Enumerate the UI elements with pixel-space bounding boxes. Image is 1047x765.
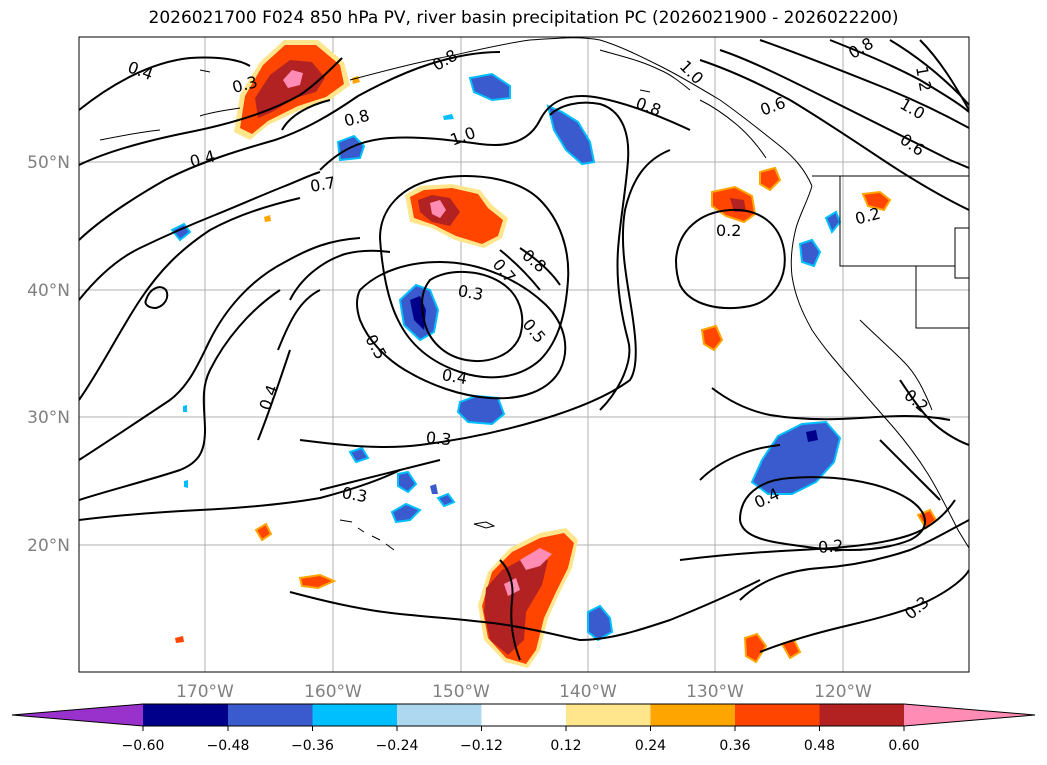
colorbar-tick-label: −0.12	[460, 738, 503, 754]
coastlines	[99, 37, 969, 551]
colorbar-tick-label: −0.36	[291, 738, 334, 754]
contour-label: 1.2	[912, 65, 935, 93]
gridlines	[79, 37, 969, 672]
colorbar-tick-label: −0.60	[122, 738, 165, 754]
lon-label: 140°W	[559, 682, 617, 702]
lat-label: 30°N	[27, 408, 70, 428]
contour-label: 0.3	[425, 428, 452, 449]
latitude-labels: 50°N 40°N 30°N 20°N	[27, 153, 70, 556]
positive-anomaly-areas	[175, 40, 938, 668]
colorbar-tick-label: 0.36	[719, 738, 750, 754]
lon-label: 120°W	[814, 682, 872, 702]
map-frame	[78, 36, 970, 673]
colorbar-bin	[819, 704, 904, 726]
contour-label: 0.3	[456, 281, 484, 304]
lon-label: 130°W	[686, 682, 744, 702]
contour-label: 0.7	[309, 173, 337, 196]
colorbar-bin	[650, 704, 735, 726]
colorbar-bin	[397, 704, 482, 726]
colorbar-bin	[566, 704, 651, 726]
lon-label: 160°W	[304, 682, 362, 702]
colorbar-bin	[143, 704, 228, 726]
contour-label: 0.2	[716, 221, 741, 240]
lat-label: 40°N	[27, 281, 70, 301]
colorbar-tick-label: 0.60	[888, 738, 919, 754]
colorbar-bin	[481, 704, 566, 726]
lon-label: 170°W	[176, 682, 234, 702]
colorbar-tick-label: −0.48	[207, 738, 250, 754]
colorbar-max-arrow	[904, 704, 1035, 726]
contour-label: 0.3	[340, 483, 368, 506]
negative-anomaly-areas	[170, 72, 842, 642]
pv-contours	[79, 39, 969, 661]
map-title: 2026021700 F024 850 hPa PV, river basin …	[148, 8, 899, 28]
colorbar-tick-label: 0.12	[550, 738, 581, 754]
colorbar-tick-label: −0.24	[376, 738, 419, 754]
colorbar-tick-label: 0.24	[635, 738, 666, 754]
lon-label: 150°W	[432, 682, 490, 702]
longitude-labels: 170°W 160°W 150°W 140°W 130°W 120°W	[176, 682, 872, 702]
contour-label: 0.2	[817, 536, 844, 557]
colorbar-bin	[228, 704, 313, 726]
colorbar-bin	[735, 704, 820, 726]
colorbar-bin	[312, 704, 397, 726]
colorbar-tick-label: 0.48	[804, 738, 835, 754]
lat-label: 50°N	[27, 153, 70, 173]
colorbar: −0.60 −0.48 −0.36 −0.24 −0.12 0.12 0.24 …	[11, 703, 1036, 754]
colorbar-min-arrow	[12, 704, 143, 726]
lat-label: 20°N	[27, 536, 70, 556]
contour-label: 0.4	[440, 365, 468, 388]
